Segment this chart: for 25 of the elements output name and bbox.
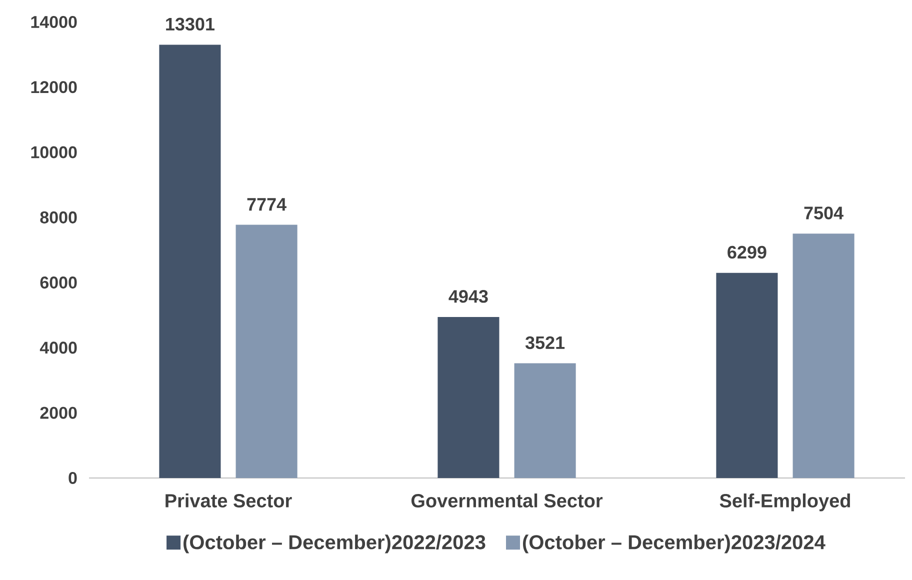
y-tick-label: 0 bbox=[68, 472, 77, 484]
bar bbox=[236, 224, 298, 478]
x-tick-label: Private Sector bbox=[166, 494, 292, 508]
y-tick-label: 6000 bbox=[40, 276, 77, 289]
bar bbox=[716, 272, 778, 478]
y-tick-label: 4000 bbox=[40, 342, 77, 354]
y-tick-label: 2000 bbox=[40, 406, 77, 419]
data-label: 13301 bbox=[166, 18, 214, 31]
legend-label: (October – December)2022/2023 bbox=[184, 534, 486, 554]
data-label: 4943 bbox=[448, 290, 488, 303]
y-tick-label: 12000 bbox=[31, 81, 77, 94]
bar bbox=[514, 363, 576, 478]
bar bbox=[438, 316, 500, 478]
legend-label: (October – December)2023/2024 bbox=[522, 534, 826, 554]
y-tick-label: 8000 bbox=[40, 211, 77, 224]
data-label: 6299 bbox=[728, 246, 766, 259]
y-tick-label: 14000 bbox=[31, 16, 77, 28]
x-tick-label: Governmental Sector bbox=[411, 494, 603, 508]
y-tick-label: 10000 bbox=[31, 146, 77, 158]
data-label: 7504 bbox=[804, 206, 844, 220]
bar bbox=[159, 44, 221, 478]
x-tick-label: Self-Employed bbox=[720, 494, 850, 512]
bar bbox=[792, 234, 854, 478]
data-label: 7774 bbox=[247, 198, 286, 211]
data-label: 3521 bbox=[525, 336, 565, 350]
